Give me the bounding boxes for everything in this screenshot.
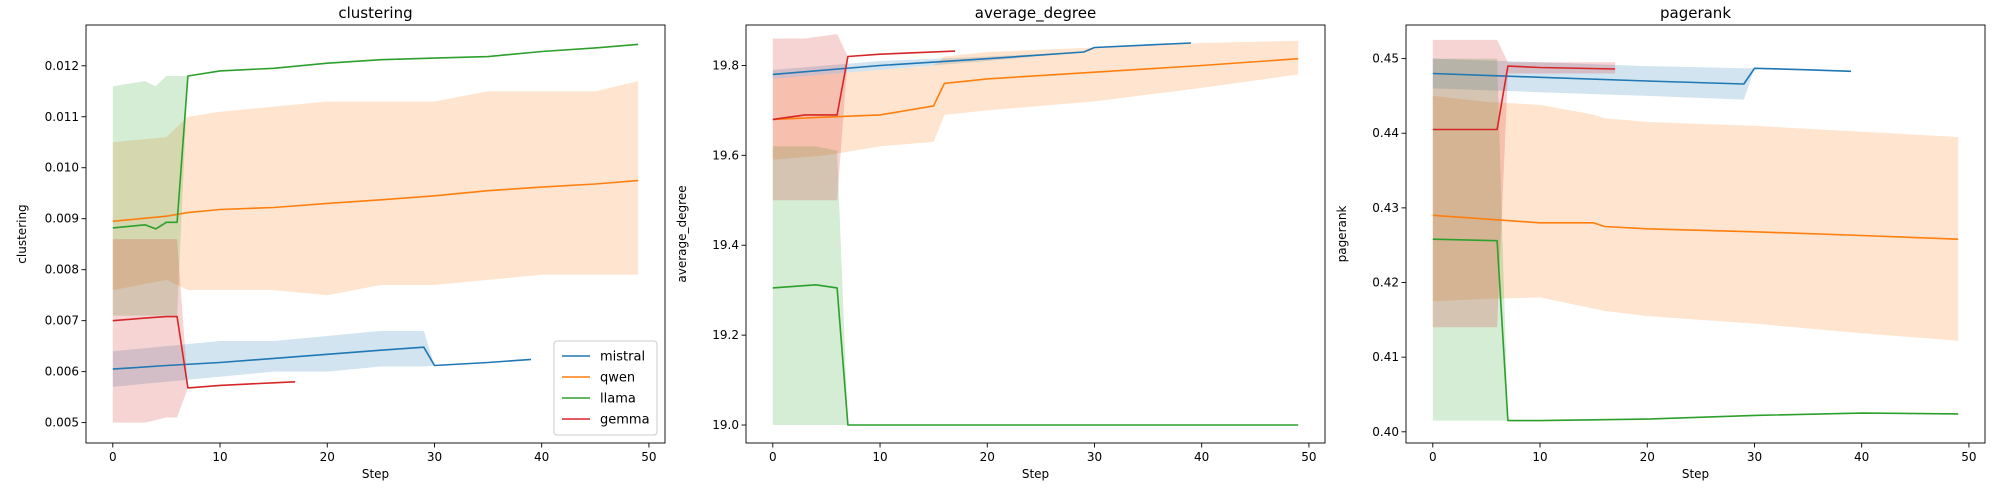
y-tick-label: 0.44 [1372, 126, 1399, 140]
confidence-band-llama [772, 146, 1299, 425]
x-tick-label: 50 [641, 450, 656, 464]
y-axis-label: average_degree [675, 185, 689, 282]
y-tick-label: 0.005 [45, 416, 79, 430]
axes-frame [85, 24, 666, 444]
legend: mistral qwen llama gemma [553, 340, 658, 436]
x-tick-label: 30 [1087, 450, 1102, 464]
series-line-mistral [112, 346, 532, 370]
y-axis-label: clustering [15, 204, 29, 263]
confidence-band-mistral [772, 43, 1191, 79]
y-tick-label: 0.006 [45, 365, 79, 379]
x-tick-label: 0 [1429, 450, 1437, 464]
series-line-llama [112, 43, 639, 230]
chart-title: clustering [338, 4, 412, 22]
legend-label-qwen: qwen [600, 371, 635, 386]
series-line-gemma [772, 50, 956, 121]
confidence-band-llama [112, 44, 639, 316]
series-line-qwen [772, 57, 1299, 121]
x-tick-label: 20 [980, 450, 995, 464]
x-tick-label: 30 [427, 450, 442, 464]
y-tick-label: 0.012 [45, 59, 79, 73]
confidence-band-qwen [1432, 95, 1959, 341]
y-tick-label: 0.008 [45, 263, 79, 277]
x-tick-label: 50 [1961, 450, 1976, 464]
confidence-band-gemma [772, 34, 956, 201]
x-tick-label: 20 [320, 450, 335, 464]
confidence-band-gemma [1432, 39, 1616, 328]
y-tick-label: 0.007 [45, 314, 79, 328]
series-line-qwen [1432, 214, 1959, 240]
y-tick-label: 0.45 [1372, 52, 1399, 66]
chart-panel-clustering: 0 10 20 30 40 50 0.005 0.006 0.007 0.008 0.009 0.01… [15, 4, 666, 481]
axes-frame [745, 24, 1326, 444]
chart-title: average_degree [975, 4, 1096, 23]
confidence-band-qwen [772, 40, 1299, 160]
x-tick-label: 10 [1532, 450, 1547, 464]
series-line-llama [1432, 238, 1959, 422]
x-tick-label: 40 [1854, 450, 1869, 464]
legend-box [553, 340, 658, 436]
y-tick-label: 0.42 [1372, 276, 1399, 290]
x-axis-label: Step [1022, 467, 1049, 481]
x-tick-label: 0 [769, 450, 777, 464]
series-line-mistral [772, 42, 1192, 76]
y-tick-label: 0.011 [45, 110, 79, 124]
confidence-band-mistral [112, 330, 532, 387]
y-tick-label: 0.010 [45, 161, 79, 175]
chart-panel-pagerank: 0 10 20 30 40 50 0.40 0.41 0.42 0.43 0.44 0.45 pager… [1335, 4, 1986, 481]
series-line-llama [772, 284, 1299, 426]
confidence-band-gemma [112, 239, 296, 423]
y-axis-label: pagerank [1335, 206, 1349, 263]
x-axis-label: Step [362, 467, 389, 481]
x-tick-label: 20 [1640, 450, 1655, 464]
x-tick-label: 40 [534, 450, 549, 464]
y-tick-label: 0.40 [1372, 425, 1399, 439]
series-line-qwen [112, 179, 639, 223]
chart-title: pagerank [1660, 4, 1731, 22]
y-tick-label: 19.6 [712, 148, 739, 162]
chart-panel-average-degree: 0 10 20 30 40 50 19.0 19.2 19.4 19.6 19.8 average_d… [675, 4, 1326, 481]
plot-area [746, 25, 1325, 443]
legend-label-gemma: gemma [600, 413, 650, 428]
y-tick-label: 19.8 [712, 58, 739, 72]
x-axis-label: Step [1682, 467, 1709, 481]
confidence-band-mistral [1432, 58, 1851, 100]
series-line-gemma [112, 315, 296, 389]
y-tick-label: 0.009 [45, 212, 79, 226]
x-tick-label: 30 [1747, 450, 1762, 464]
confidence-band-qwen [112, 81, 639, 296]
y-tick-label: 19.4 [712, 238, 739, 252]
axes-frame [1405, 24, 1986, 444]
legend-label-llama: llama [600, 392, 636, 407]
series-line-mistral [1432, 67, 1852, 85]
y-tick-label: 19.2 [712, 328, 739, 342]
x-tick-label: 0 [109, 450, 117, 464]
x-tick-label: 10 [212, 450, 227, 464]
confidence-band-llama [1432, 58, 1959, 421]
x-tick-label: 50 [1301, 450, 1316, 464]
y-tick-label: 0.43 [1372, 201, 1399, 215]
y-tick-label: 0.41 [1372, 350, 1399, 364]
y-tick-label: 19.0 [712, 418, 739, 432]
legend-label-mistral: mistral [600, 350, 645, 365]
x-tick-label: 40 [1194, 450, 1209, 464]
x-tick-label: 10 [872, 450, 887, 464]
series-line-gemma [1432, 65, 1616, 131]
